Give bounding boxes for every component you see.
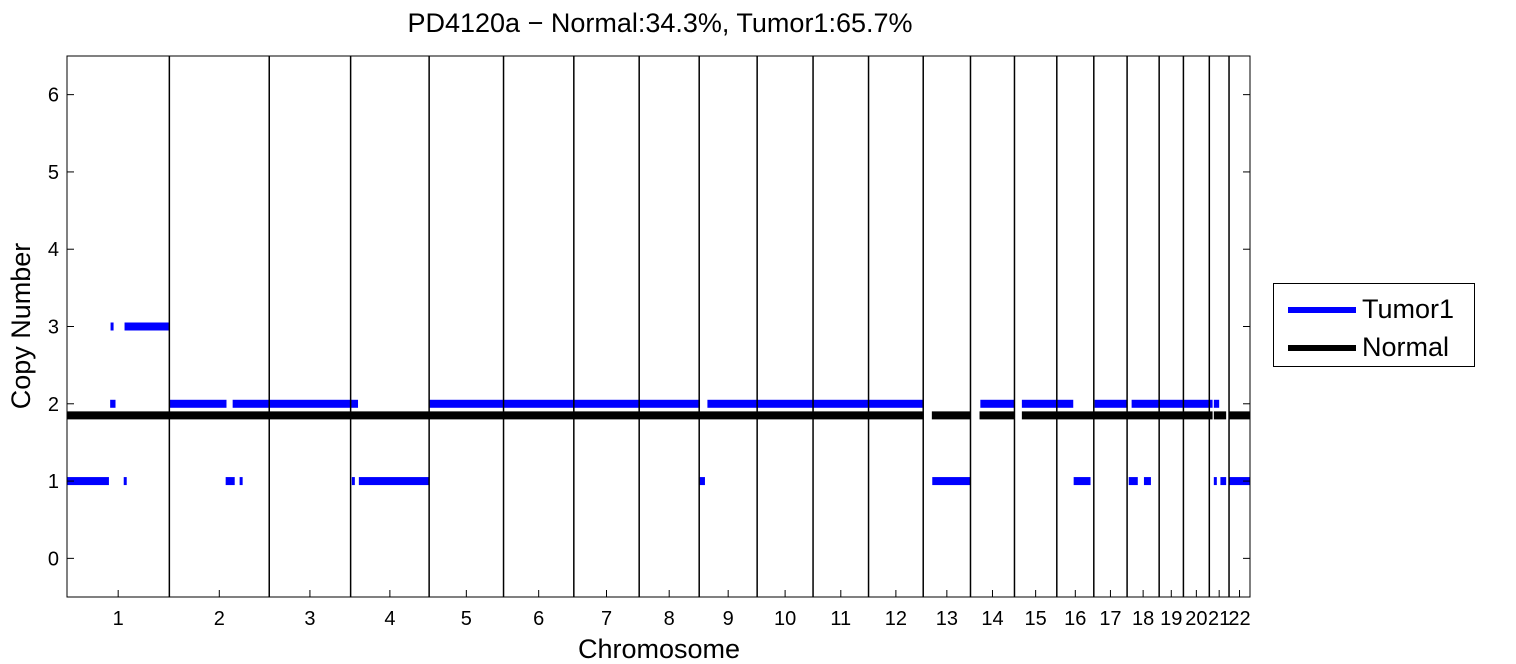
x-tick-label-1: 1 xyxy=(113,608,124,630)
normal-segment-1 xyxy=(931,411,971,420)
x-tick-label-22: 22 xyxy=(1228,608,1250,630)
tumor1-segment-14 xyxy=(707,399,924,408)
x-tick-label-11: 11 xyxy=(830,608,851,630)
x-tick-label-9: 9 xyxy=(723,608,734,630)
tumor1-segment-11 xyxy=(358,477,430,486)
x-tick-label-14: 14 xyxy=(981,608,1003,630)
tumor1-segment-12 xyxy=(429,399,701,408)
chart-title: PD4120a − Normal:34.3%, Tumor1:65.7% xyxy=(407,8,913,38)
chromosome-boundaries xyxy=(168,56,1230,597)
x-tick-label-16: 16 xyxy=(1064,608,1086,630)
x-tick-label-2: 2 xyxy=(214,608,225,630)
tumor1-segment-0 xyxy=(67,477,109,486)
y-axis-label: Copy Number xyxy=(6,243,36,410)
normal-segment-2 xyxy=(979,411,1015,420)
legend: Tumor1 Normal xyxy=(1273,283,1475,367)
tumor1-segment-8 xyxy=(232,399,352,408)
x-tick-label-12: 12 xyxy=(885,608,907,630)
tumor1-segment-5 xyxy=(169,399,227,408)
x-tick-label-18: 18 xyxy=(1132,608,1154,630)
data-marks xyxy=(67,322,1250,486)
tumor1-segment-25 xyxy=(1220,477,1227,486)
x-tick-label-3: 3 xyxy=(304,608,315,630)
tumor1-segment-23 xyxy=(1213,399,1220,408)
x-tick-label-13: 13 xyxy=(936,608,958,630)
tumor1-segment-3 xyxy=(123,477,127,486)
normal-swatch xyxy=(1288,345,1356,351)
x-axis-label: Chromosome xyxy=(578,634,740,664)
tumor1-segment-18 xyxy=(1073,477,1091,486)
y-tick-label-4: 4 xyxy=(48,239,59,261)
y-tick-label-0: 0 xyxy=(48,548,59,570)
normal-segment-0 xyxy=(67,411,924,420)
x-tick-label-21: 21 xyxy=(1208,608,1230,630)
x-tick-label-20: 20 xyxy=(1185,608,1207,630)
x-tick-label-5: 5 xyxy=(461,608,472,630)
plot-frame xyxy=(66,55,1251,598)
tumor1-segment-7 xyxy=(239,477,243,486)
legend-label-normal: Normal xyxy=(1362,332,1450,362)
legend-item-normal: Normal xyxy=(1274,328,1474,366)
tumor1-segment-6 xyxy=(225,477,235,486)
legend-label-tumor1: Tumor1 xyxy=(1362,294,1455,324)
tumor1-segment-4 xyxy=(124,322,170,331)
normal-segment-3 xyxy=(1021,411,1213,420)
tumor1-segment-17 xyxy=(1021,399,1074,408)
y-tick-label-3: 3 xyxy=(48,317,59,339)
tumor1-segment-13 xyxy=(698,477,705,486)
tumor1-segment-2 xyxy=(110,322,114,331)
y-tick-label-6: 6 xyxy=(48,85,59,107)
tumor1-segment-26 xyxy=(1229,477,1250,486)
x-tick-label-7: 7 xyxy=(601,608,612,630)
tumor1-segment-22 xyxy=(1131,399,1213,408)
tumor1-swatch xyxy=(1288,307,1356,313)
x-tick-label-6: 6 xyxy=(533,608,544,630)
x-tick-label-10: 10 xyxy=(774,608,796,630)
tumor1-segment-9 xyxy=(350,399,359,408)
tumor1-segment-15 xyxy=(932,477,971,486)
y-tick-label-5: 5 xyxy=(48,162,59,184)
tumor1-segment-1 xyxy=(110,399,116,408)
x-tick-label-19: 19 xyxy=(1160,608,1182,630)
x-tick-label-4: 4 xyxy=(384,608,395,630)
legend-item-tumor1: Tumor1 xyxy=(1274,290,1474,328)
normal-segment-4 xyxy=(1213,411,1227,420)
tumor1-segment-10 xyxy=(351,477,355,486)
tumor1-segment-21 xyxy=(1143,477,1151,486)
tumor1-segment-19 xyxy=(1094,399,1128,408)
tumor1-segment-20 xyxy=(1128,477,1138,486)
y-tick-label-1: 1 xyxy=(48,471,59,493)
y-tick-label-2: 2 xyxy=(48,394,59,416)
x-tick-label-17: 17 xyxy=(1099,608,1121,630)
x-tick-label-8: 8 xyxy=(664,608,675,630)
normal-segment-5 xyxy=(1229,411,1250,420)
tumor1-segment-24 xyxy=(1213,477,1217,486)
tumor1-segment-16 xyxy=(980,399,1015,408)
x-tick-label-15: 15 xyxy=(1025,608,1047,630)
